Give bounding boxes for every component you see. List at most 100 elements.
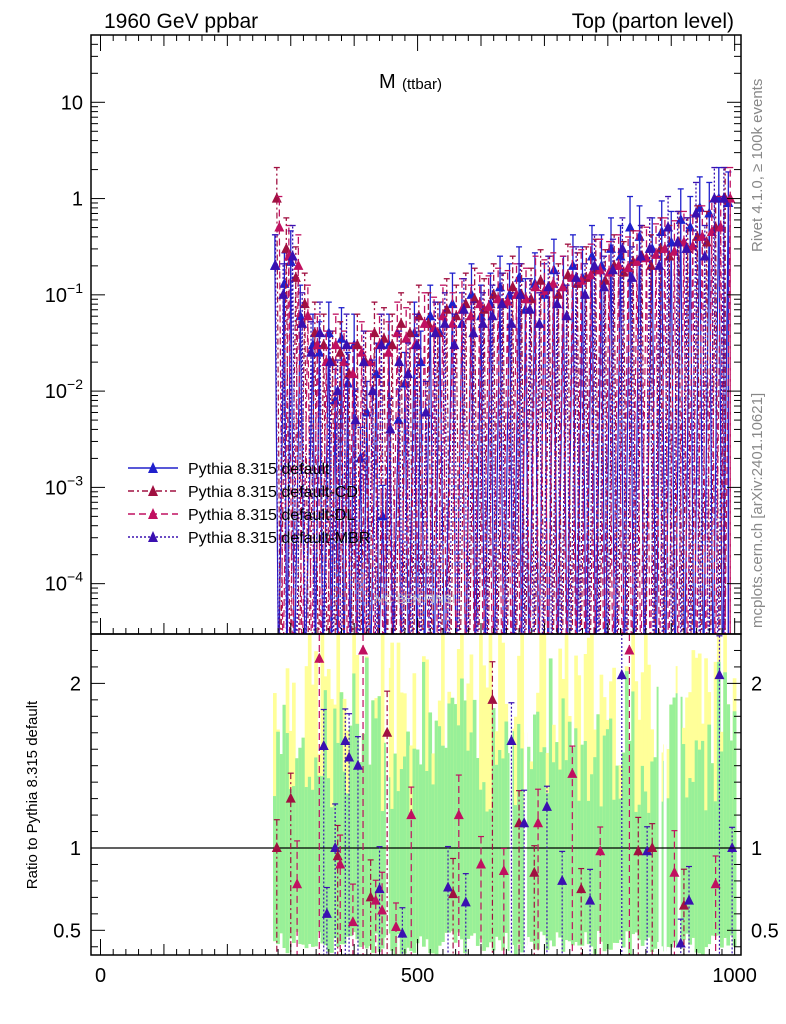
series-drop-line — [566, 316, 571, 634]
green-band-bin — [415, 749, 420, 944]
green-band-bin — [466, 750, 471, 939]
green-band-bin — [682, 744, 686, 940]
ratio-panel — [91, 634, 741, 955]
ratio-frame — [90, 633, 742, 956]
series-rise-line — [674, 219, 682, 634]
ratio-axis-label: Ratio to Pythia 8.315 default — [24, 700, 41, 889]
series-drop-line — [603, 287, 608, 634]
data-point — [302, 310, 313, 321]
series-rise-line — [644, 248, 651, 634]
series-drop-line — [540, 280, 545, 634]
rivet-label: Rivet 4.1.0, ≥ 100k events — [749, 79, 766, 252]
series-drop-line — [387, 352, 393, 634]
data-point — [297, 317, 308, 328]
ratio-point — [460, 896, 471, 907]
yellow-band-bin — [396, 642, 401, 935]
series-drop-line — [687, 248, 692, 634]
series-drop-line — [285, 248, 291, 634]
data-point — [699, 250, 710, 261]
series-drop-line — [515, 294, 521, 634]
ratio-point — [314, 652, 325, 663]
data-point — [330, 339, 341, 350]
green-band-bin — [273, 796, 277, 942]
data-point — [342, 377, 353, 388]
data-point — [585, 269, 596, 280]
green-band-bin — [434, 720, 439, 955]
series-rise-line — [708, 198, 715, 634]
green-band-bin — [552, 762, 556, 947]
series-drop-line — [655, 254, 660, 634]
series-drop-line — [345, 345, 351, 634]
series-drop-line — [595, 270, 600, 634]
green-band-bin — [371, 700, 375, 953]
series-drop-line — [493, 294, 498, 634]
series-rise-line — [562, 275, 569, 634]
green-band-bin — [323, 690, 328, 946]
series-rise-line — [513, 277, 520, 634]
green-band-bin — [704, 810, 708, 948]
series-rise-line — [484, 304, 492, 634]
series-drop-line — [613, 265, 619, 634]
series-drop-line — [618, 265, 623, 634]
data-point — [385, 423, 396, 434]
series-drop-line — [585, 277, 591, 634]
series-rise-line — [439, 323, 446, 634]
ratio-point — [352, 759, 363, 770]
series-drop-line — [491, 316, 497, 634]
series-rise-line — [506, 287, 514, 634]
series-drop-line — [389, 429, 394, 634]
series-rise-line — [402, 374, 409, 634]
green-band-bin — [358, 762, 363, 948]
green-band-bin — [361, 733, 366, 946]
yellow-band-bin — [643, 634, 648, 941]
series-rise-line — [557, 287, 564, 634]
data-point — [690, 207, 701, 218]
ratio-point — [529, 866, 540, 877]
green-band-bin — [564, 760, 569, 940]
data-point — [600, 274, 611, 285]
green-band-bin — [529, 769, 534, 942]
green-band-bin — [669, 704, 674, 948]
data-point — [644, 242, 655, 253]
yellow-band-bin — [647, 664, 651, 938]
green-band-bin — [732, 711, 737, 947]
data-point — [325, 356, 336, 367]
green-band-bin — [593, 757, 597, 954]
data-point — [383, 346, 394, 357]
y-tick-label: 10−2 — [45, 376, 83, 403]
green-band-bin — [282, 704, 287, 948]
green-band-bin — [729, 740, 734, 936]
series-drop-line — [664, 248, 669, 634]
series-drop-line — [608, 272, 613, 634]
ratio-y-tick-label-right: 0.5 — [751, 920, 779, 942]
series-drop-line — [316, 345, 322, 634]
legend-label-dl: Pythia 8.315 default-DL — [188, 507, 355, 524]
green-band-bin — [536, 711, 540, 950]
data-point — [371, 368, 382, 379]
legend-label-cd: Pythia 8.315 default-CD — [188, 484, 358, 501]
data-point — [483, 300, 494, 311]
series-rise-line — [374, 345, 381, 634]
data-point — [586, 250, 597, 261]
series-drop-line — [472, 333, 478, 634]
series-drop-line — [307, 316, 312, 634]
series-rise-line — [332, 391, 339, 634]
green-band-bin — [580, 744, 585, 946]
band-gap — [524, 634, 528, 955]
data-point — [589, 259, 600, 270]
ratio-point — [595, 845, 606, 856]
data-point — [396, 317, 407, 328]
data-point — [447, 298, 458, 309]
series-rise-line — [384, 429, 391, 634]
data-point — [369, 327, 380, 338]
series-rise-line — [308, 333, 316, 634]
series-drop-line — [314, 333, 319, 634]
data-point — [613, 259, 624, 270]
yellow-band-bin — [390, 642, 394, 951]
green-band-bin — [494, 764, 499, 937]
data-point — [595, 264, 606, 275]
series-mbr — [270, 166, 729, 634]
series-drop-line — [519, 294, 525, 634]
ratio-y-tick-label: 2 — [70, 673, 81, 695]
green-band-bin — [688, 778, 693, 945]
